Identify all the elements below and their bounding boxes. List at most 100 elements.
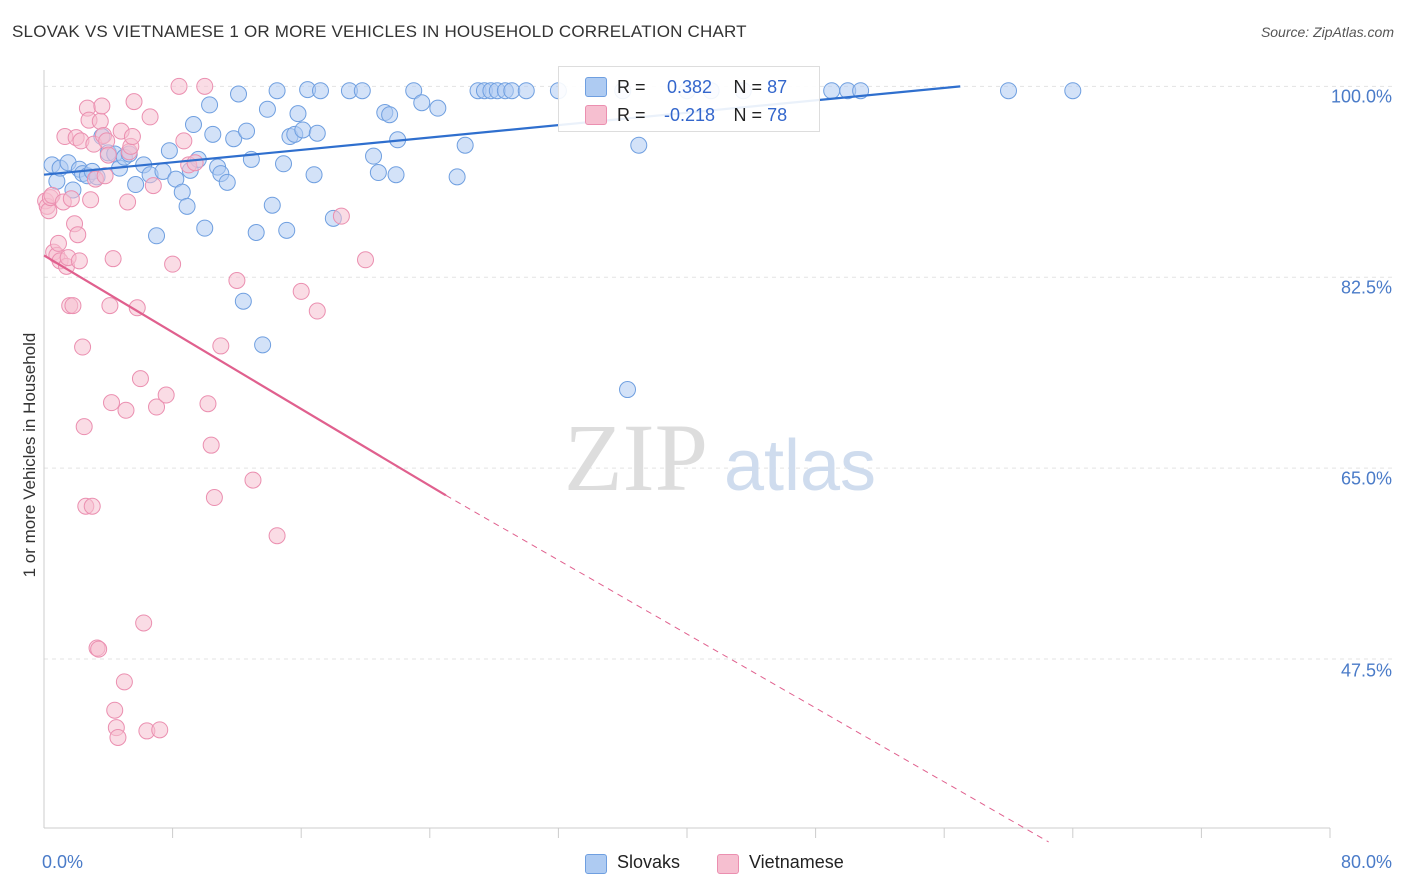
chart-title: SLOVAK VS VIETNAMESE 1 OR MORE VEHICLES …	[12, 22, 747, 41]
slovaks-point	[178, 197, 196, 215]
vietnamese-point	[244, 471, 262, 489]
vietnamese-point	[357, 251, 374, 269]
slovaks-point	[263, 196, 281, 214]
vietnamese-point	[91, 112, 109, 130]
x-tick-label: 0.0%	[42, 852, 84, 872]
slovaks-swatch	[585, 77, 607, 97]
vietnamese-point	[69, 226, 87, 244]
vietnamese-point	[64, 297, 82, 315]
vietnamese-point	[292, 282, 310, 300]
slovaks-point	[254, 336, 272, 354]
vietnamese-point	[228, 271, 246, 289]
vietnamese-point	[196, 77, 214, 95]
slovaks-point	[369, 164, 387, 182]
watermark: ZIP atlas	[564, 404, 876, 511]
n-label: N =	[733, 77, 763, 97]
slovaks-point	[196, 219, 214, 237]
watermark-zip: ZIP	[564, 404, 708, 511]
vietnamese-point	[308, 302, 326, 320]
slovaks-point	[218, 173, 236, 191]
y-tick-label: 100.0%	[1330, 86, 1392, 107]
slovaks-point	[127, 176, 145, 194]
slovaks-point	[1000, 82, 1017, 100]
vietnamese-point	[82, 191, 100, 209]
slovaks-point	[204, 125, 222, 143]
vietnamese-point	[101, 297, 119, 315]
vietnamese-point	[164, 255, 182, 273]
vietnamese-point	[128, 299, 146, 317]
vietnamese-point	[199, 395, 217, 413]
slovaks-point	[503, 82, 521, 100]
vietnamese-point	[123, 128, 141, 146]
slovaks-point	[294, 121, 312, 139]
vietnamese-point	[70, 252, 88, 270]
vietnamese-n-value: 78	[767, 105, 788, 125]
vietnamese-swatch	[585, 105, 607, 125]
slovaks-point	[353, 82, 371, 100]
slovaks-point	[456, 136, 474, 154]
y-tick-label: 82.5%	[1340, 277, 1392, 298]
slovaks-point	[225, 130, 243, 148]
vietnamese-point	[99, 146, 117, 164]
slovaks-point	[308, 124, 326, 142]
vietnamese-legend-swatch	[717, 854, 739, 874]
slovaks-point	[517, 82, 535, 100]
vietnamese-point	[131, 370, 149, 388]
vietnamese-point	[202, 436, 220, 454]
n-label: N =	[733, 105, 763, 125]
slovaks-point	[413, 94, 431, 112]
vietnamese-point	[117, 401, 135, 419]
vietnamese-point	[125, 93, 143, 111]
y-tick-label: 47.5%	[1340, 660, 1392, 681]
slovaks-stats: R = 0.382 N = 87	[617, 73, 787, 101]
vietnamese-point	[119, 193, 137, 211]
vietnamese-point	[205, 489, 223, 507]
vietnamese-r-value: -0.218	[664, 105, 716, 125]
slovaks-point	[289, 105, 307, 123]
vietnamese-point	[148, 398, 166, 416]
vietnamese-point	[49, 234, 67, 252]
slovaks-point	[429, 99, 447, 117]
watermark-atlas: atlas	[724, 426, 876, 506]
vietnamese-point	[268, 527, 286, 545]
y-tick-label: 65.0%	[1340, 468, 1392, 489]
vietnamese-point	[144, 177, 162, 195]
slovaks-point	[278, 221, 296, 239]
vietnamese-point	[151, 721, 169, 739]
x-tick-label: 80.0%	[1340, 852, 1392, 872]
vietnamese-point	[83, 497, 101, 515]
vietnamese-point	[212, 337, 230, 355]
vietnamese-point	[93, 97, 111, 115]
slovaks-point	[305, 166, 323, 184]
slovaks-point	[275, 155, 293, 173]
y-axis-label: 1 or more Vehicles in Household	[20, 332, 39, 578]
vietnamese-trend-line	[43, 254, 447, 497]
slovaks-point	[160, 142, 178, 160]
vietnamese-point	[74, 338, 92, 356]
slovaks-r-value: 0.382	[667, 77, 713, 97]
vietnamese-point	[109, 728, 127, 746]
slovaks-point	[387, 166, 405, 184]
slovaks-point	[1064, 82, 1082, 100]
slovaks-legend-swatch	[585, 854, 607, 874]
trend-lines	[43, 85, 1049, 843]
legend-label-vietnamese: Vietnamese	[749, 852, 844, 872]
r-label: R =	[617, 105, 646, 125]
stats-box: R = 0.382 N = 87 R = -0.218 N = 78	[558, 66, 820, 132]
vietnamese-point	[90, 640, 108, 658]
slovaks-point	[268, 82, 286, 100]
data-points	[37, 77, 1082, 746]
slovaks-point	[619, 381, 637, 399]
slovaks-point	[238, 122, 256, 140]
slovaks-n-value: 87	[767, 77, 788, 97]
vietnamese-point	[103, 394, 121, 412]
vietnamese-point	[135, 614, 153, 632]
vietnamese-point	[175, 132, 193, 150]
vietnamese-point	[186, 154, 204, 172]
vietnamese-point	[115, 673, 133, 691]
slovaks-point	[405, 82, 423, 100]
slovaks-point	[234, 292, 252, 310]
slovaks-point	[230, 85, 248, 103]
slovaks-point	[201, 96, 219, 114]
